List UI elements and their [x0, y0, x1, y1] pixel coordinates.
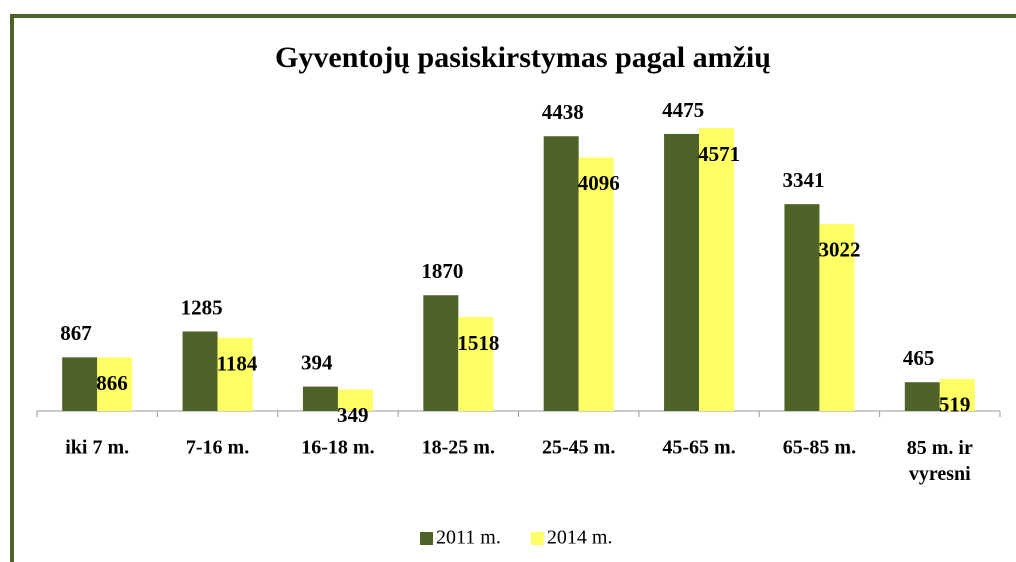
data-label: 349 — [337, 403, 369, 427]
data-label: 519 — [939, 393, 971, 417]
data-label: 1184 — [217, 352, 258, 376]
bar — [939, 378, 975, 411]
bar — [62, 357, 98, 411]
data-label: 867 — [60, 321, 92, 345]
bar — [664, 133, 700, 412]
frame — [10, 14, 1016, 562]
bar — [819, 223, 855, 411]
data-label: 465 — [903, 346, 935, 370]
chart-title: Gyventojų pasiskirstymas pagal amžių — [275, 41, 771, 74]
bar — [97, 357, 133, 411]
bar — [904, 382, 940, 411]
data-label: 1285 — [181, 295, 223, 319]
data-label: 4096 — [578, 171, 620, 195]
data-label: 1870 — [421, 259, 463, 283]
bar — [578, 157, 614, 411]
data-label: 4571 — [698, 142, 740, 166]
bar — [784, 204, 820, 411]
bar — [337, 389, 373, 411]
data-label: 4438 — [542, 100, 584, 124]
data-label: 1518 — [457, 331, 499, 355]
legend-swatch — [530, 532, 544, 545]
x-tick-label: 7-16 m. — [186, 437, 249, 459]
x-tick-label: 25-45 m. — [542, 437, 615, 459]
bar — [423, 295, 459, 411]
bar — [458, 317, 494, 411]
x-tick-label: 85 m. ir vyresni — [907, 437, 973, 485]
x-tick-label: 65-85 m. — [783, 437, 856, 459]
bar — [302, 386, 338, 411]
data-label: 3022 — [818, 238, 860, 262]
bar — [543, 136, 579, 411]
data-label: 394 — [301, 350, 333, 374]
x-tick-label: 18-25 m. — [422, 437, 495, 459]
data-label: 866 — [96, 371, 128, 395]
bar — [182, 331, 218, 411]
legend-label: 2014 m. — [547, 527, 613, 549]
legend-label: 2011 m. — [436, 527, 501, 549]
data-label: 3341 — [782, 168, 824, 192]
x-tick-label: 16-18 m. — [301, 437, 374, 459]
x-tick-label: iki 7 m. — [65, 437, 129, 459]
x-tick-label: 45-65 m. — [662, 437, 735, 459]
bar — [217, 337, 253, 411]
data-label: 4475 — [662, 98, 704, 122]
bar — [699, 128, 735, 411]
legend-swatch — [420, 532, 433, 545]
